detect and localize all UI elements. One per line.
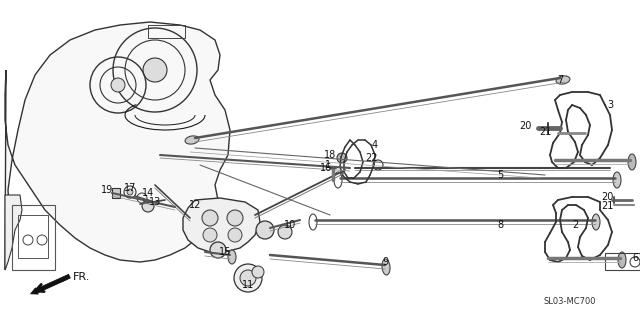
Text: SL03-MC700: SL03-MC700 [544,298,596,307]
Text: 20: 20 [519,121,531,131]
Text: 16: 16 [320,163,332,173]
Circle shape [240,270,256,286]
Text: 5: 5 [497,170,503,180]
Text: 21: 21 [539,127,551,137]
Text: 6: 6 [632,253,638,263]
Ellipse shape [228,250,236,264]
Circle shape [143,58,167,82]
Text: 21: 21 [601,201,613,211]
Ellipse shape [556,76,570,84]
Circle shape [337,153,347,163]
Text: 14: 14 [142,188,154,198]
Polygon shape [5,22,230,270]
Circle shape [278,225,292,239]
Circle shape [210,242,226,258]
Circle shape [142,200,154,212]
Text: 10: 10 [284,220,296,230]
Polygon shape [112,188,120,198]
Text: 20: 20 [601,192,613,202]
Circle shape [127,189,133,195]
Text: 18: 18 [324,150,336,160]
Ellipse shape [628,154,636,170]
Ellipse shape [613,172,621,188]
Text: 11: 11 [242,280,254,290]
Text: 15: 15 [219,247,231,257]
Text: 3: 3 [607,100,613,110]
Circle shape [203,228,217,242]
Text: FR.: FR. [74,272,91,282]
Text: 8: 8 [497,220,503,230]
Text: 19: 19 [101,185,113,195]
Text: 1: 1 [325,160,331,170]
Circle shape [228,228,242,242]
Text: 17: 17 [124,183,136,193]
Text: 9: 9 [382,257,388,267]
Text: 22: 22 [365,153,377,163]
Polygon shape [5,195,22,270]
Circle shape [202,210,218,226]
Circle shape [227,210,243,226]
Text: 13: 13 [149,197,161,207]
Ellipse shape [382,259,390,275]
Text: 2: 2 [572,220,578,230]
Circle shape [252,266,264,278]
Ellipse shape [618,252,626,268]
Text: 7: 7 [557,75,563,85]
Polygon shape [183,198,260,252]
Circle shape [234,264,262,292]
Circle shape [111,78,125,92]
Text: 4: 4 [372,140,378,150]
Text: 12: 12 [189,200,201,210]
Ellipse shape [592,214,600,230]
Ellipse shape [185,136,199,144]
Circle shape [256,221,274,239]
